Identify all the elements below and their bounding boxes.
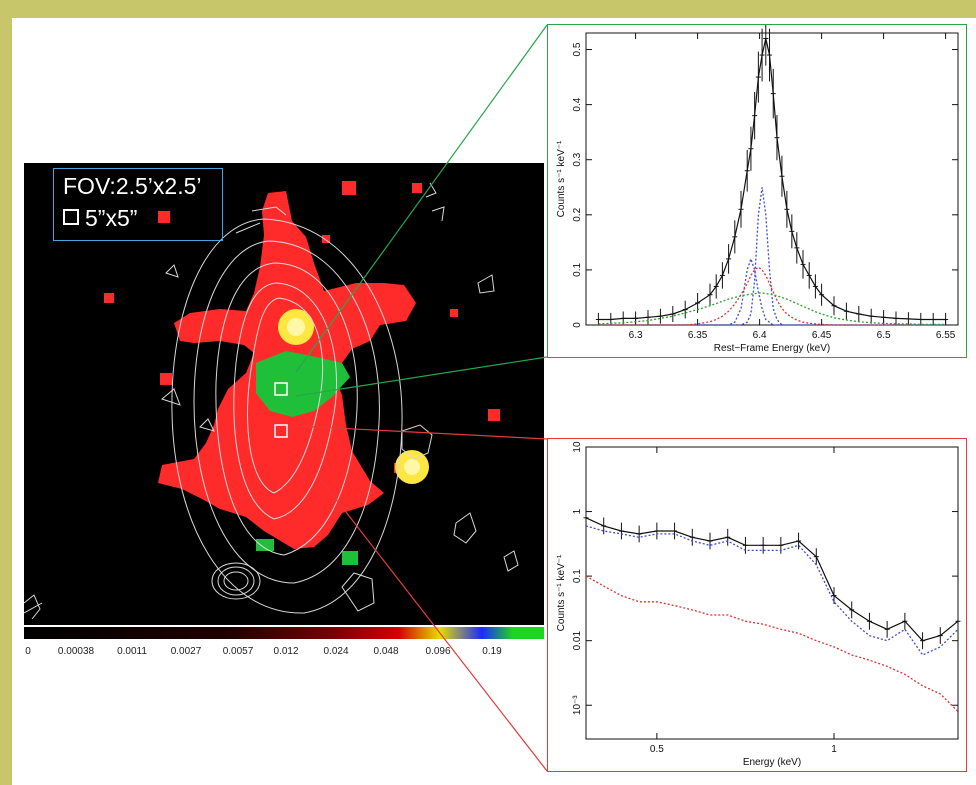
y-axis-label: Counts s⁻¹ keV⁻¹: [556, 554, 567, 631]
y-tick-label: 0.1: [572, 569, 583, 583]
x-axis-label: Energy (keV): [743, 757, 801, 768]
upper-callout-line-2: [296, 357, 547, 396]
y-tick-label: 0.5: [572, 42, 583, 56]
y-tick-label: 10⁻³: [572, 695, 583, 715]
x-tick-label: 6.4: [753, 330, 767, 341]
y-tick-label: 0: [572, 322, 583, 328]
series-line: [586, 576, 958, 711]
y-tick-label: 0.1: [572, 263, 583, 277]
x-tick-label: 1: [831, 744, 837, 755]
y-tick-label: 1: [572, 508, 583, 514]
lower-callout-line-2: [318, 476, 547, 771]
x-tick-label: 0.5: [650, 744, 664, 755]
y-tick-label: 0.01: [572, 631, 583, 651]
y-tick-label: 0.2: [572, 207, 583, 221]
series-line: [598, 267, 945, 325]
y-axis-label: Counts s⁻¹ keV⁻¹: [556, 140, 567, 217]
x-tick-label: 6.3: [629, 330, 643, 341]
fe-line-spectrum-chart: 6.3 6.35 6.4 6.45 6.5 6.55 0 0.1 0.2 0.3 0.4 0.5 Res…: [548, 25, 965, 356]
plot-area: [586, 447, 958, 739]
lower-spectrum-frame: 0.5 1 10⁻³ 0.01 0.1 1 10 Energy (keV) Counts s⁻¹…: [547, 438, 967, 772]
upper-callout-line-1: [296, 25, 547, 372]
y-tick-label: 10: [572, 441, 583, 453]
series-line: [598, 259, 945, 325]
x-tick-label: 6.35: [688, 330, 708, 341]
lower-callout-line-1: [296, 426, 547, 439]
y-tick-label: 0.4: [572, 97, 583, 111]
soft-x-ray-spectrum-chart: 0.5 1 10⁻³ 0.01 0.1 1 10 Energy (keV) Counts s⁻¹…: [548, 439, 965, 770]
series-line: [598, 39, 945, 320]
x-tick-label: 6.5: [877, 330, 891, 341]
x-axis-label: Rest−Frame Energy (keV): [714, 343, 830, 354]
y-tick-label: 0.3: [572, 152, 583, 166]
x-tick-label: 6.45: [812, 330, 832, 341]
series-line: [598, 187, 945, 325]
upper-spectrum-frame: 6.3 6.35 6.4 6.45 6.5 6.55 0 0.1 0.2 0.3 0.4 0.5 Res…: [547, 24, 967, 358]
x-tick-label: 6.55: [936, 330, 956, 341]
